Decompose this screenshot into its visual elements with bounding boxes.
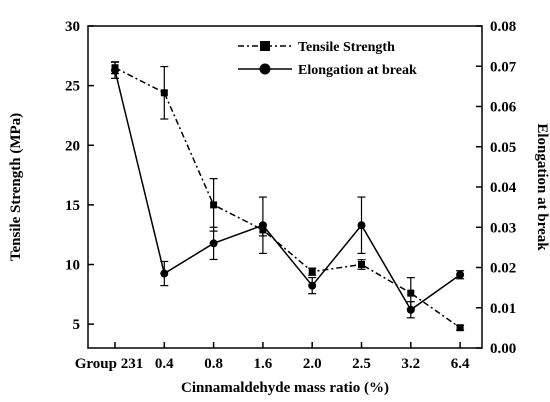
left-tick-label: 20 <box>65 138 80 154</box>
right-tick-label: 0.07 <box>490 59 517 75</box>
x-axis-title: Cinnamaldehyde mass ratio (%) <box>181 380 389 396</box>
left-tick-label: 25 <box>65 79 80 95</box>
right-tick-label: 0.06 <box>490 100 517 116</box>
right-tick-label: 0.03 <box>490 220 516 236</box>
data-point-circle <box>258 221 267 230</box>
right-tick-label: 0.08 <box>490 19 516 35</box>
series-tensile-strength <box>111 61 465 332</box>
y-axis-title-right: Elongation at break <box>534 123 550 251</box>
plot-frame <box>87 25 483 349</box>
x-tick-label: 6.4 <box>451 356 470 372</box>
data-point-circle <box>111 66 119 75</box>
legend-label-elongation: Elongation at break <box>298 63 417 78</box>
data-point-square <box>407 289 415 297</box>
series-line <box>114 70 461 311</box>
series-elongation-at-break <box>111 61 465 319</box>
left-tick-label: 30 <box>65 19 80 35</box>
data-point-square <box>308 268 316 276</box>
data-point-circle <box>406 305 415 314</box>
data-point-square <box>210 201 218 209</box>
x-tick-label: 0.4 <box>155 356 174 372</box>
right-axis: 0.00 0.01 0.02 0.03 0.04 0.05 0.06 0.07 0.08 <box>476 19 517 357</box>
right-tick-label: 0.02 <box>490 261 516 277</box>
left-axis: 5 10 15 20 25 30 <box>65 19 94 333</box>
x-tick-label: 2.0 <box>303 356 322 372</box>
data-point-circle <box>456 270 465 279</box>
series-line <box>114 67 461 329</box>
y-axis-title-left: Tensile Strength (MPa) <box>8 113 24 261</box>
x-tick-label: Group 231 <box>75 356 144 372</box>
legend-label-tensile: Tensile Strength <box>298 40 395 55</box>
left-tick-label: 5 <box>73 317 81 333</box>
right-tick-label: 0.01 <box>490 301 516 317</box>
data-point-circle <box>209 239 218 248</box>
series-layer <box>111 61 465 332</box>
right-tick-label: 0.00 <box>490 341 516 357</box>
right-tick-label: 0.05 <box>490 140 516 156</box>
x-tick-label: 2.5 <box>352 356 371 372</box>
right-tick-label: 0.04 <box>490 180 517 196</box>
legend-marker-circle <box>259 63 271 75</box>
data-point-square <box>456 324 464 332</box>
x-tick-label: 0.8 <box>204 356 223 372</box>
data-point-square <box>160 89 168 97</box>
left-tick-label: 15 <box>65 198 80 214</box>
legend-marker-square <box>260 41 270 51</box>
data-point-circle <box>160 269 169 278</box>
data-point-circle <box>308 281 317 290</box>
data-point-square <box>358 261 365 269</box>
left-tick-label: 10 <box>65 258 80 274</box>
x-axis: Group 231 0.4 0.8 1.6 2.0 2.5 3.2 6.4 <box>75 342 470 372</box>
data-point-circle <box>357 221 366 230</box>
legend: Tensile Strength Elongation at break <box>238 40 417 78</box>
x-tick-label: 1.6 <box>254 356 273 372</box>
x-tick-label: 3.2 <box>401 356 420 372</box>
